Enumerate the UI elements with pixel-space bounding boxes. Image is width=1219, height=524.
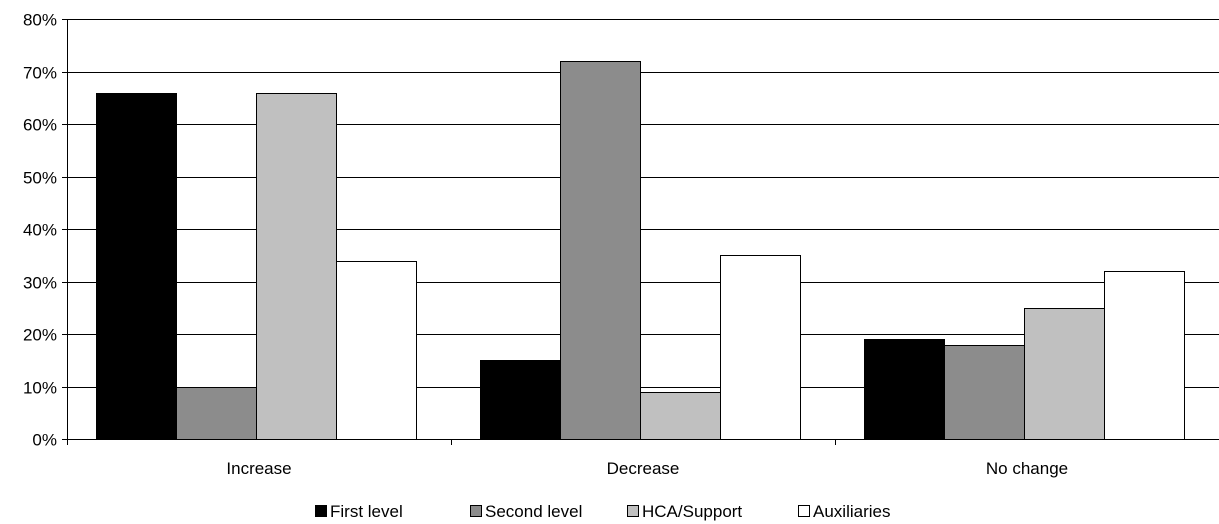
- y-tick-label: 50%: [23, 169, 57, 188]
- axes: [62, 19, 1219, 445]
- y-tick-label: 70%: [23, 64, 57, 83]
- bar-first-level-no-change: [864, 339, 945, 440]
- legend-label: First level: [330, 502, 403, 521]
- bar-auxiliaries-no-change: [1104, 271, 1185, 440]
- bar-hca-support-increase: [256, 93, 337, 440]
- y-tick-label: 10%: [23, 379, 57, 398]
- legend: First level Second level HCA/Support Auxili…: [315, 502, 890, 521]
- y-tick-label: 60%: [23, 116, 57, 135]
- bar-hca-support-no-change: [1024, 308, 1105, 440]
- legend-swatch: [627, 505, 639, 517]
- legend-swatch: [470, 505, 482, 517]
- bar-second-level-decrease: [560, 61, 641, 440]
- bar-hca-support-decrease: [640, 392, 721, 440]
- x-category-label: Increase: [226, 459, 291, 478]
- x-axis-category-labels: Increase Decrease No change: [226, 459, 1068, 478]
- bar-first-level-increase: [96, 93, 177, 440]
- y-tick-label: 40%: [23, 221, 57, 240]
- legend-label: HCA/Support: [642, 502, 742, 521]
- legend-swatch: [315, 505, 327, 517]
- y-axis-tick-labels: 0% 10% 20% 30% 40% 50% 60% 70% 80%: [23, 11, 57, 450]
- x-category-label: Decrease: [607, 459, 680, 478]
- y-tick-label: 80%: [23, 11, 57, 30]
- bars: [96, 61, 1185, 440]
- y-tick-label: 30%: [23, 274, 57, 293]
- y-tick-label: 20%: [23, 326, 57, 345]
- bar-second-level-no-change: [944, 345, 1025, 440]
- bar-second-level-increase: [176, 387, 257, 440]
- bar-auxiliaries-increase: [336, 261, 417, 440]
- legend-label: Auxiliaries: [813, 502, 890, 521]
- bar-auxiliaries-decrease: [720, 255, 801, 440]
- bar-first-level-decrease: [480, 360, 561, 440]
- legend-swatch: [798, 505, 810, 517]
- x-category-label: No change: [986, 459, 1068, 478]
- legend-label: Second level: [485, 502, 582, 521]
- y-tick-label: 0%: [32, 431, 57, 450]
